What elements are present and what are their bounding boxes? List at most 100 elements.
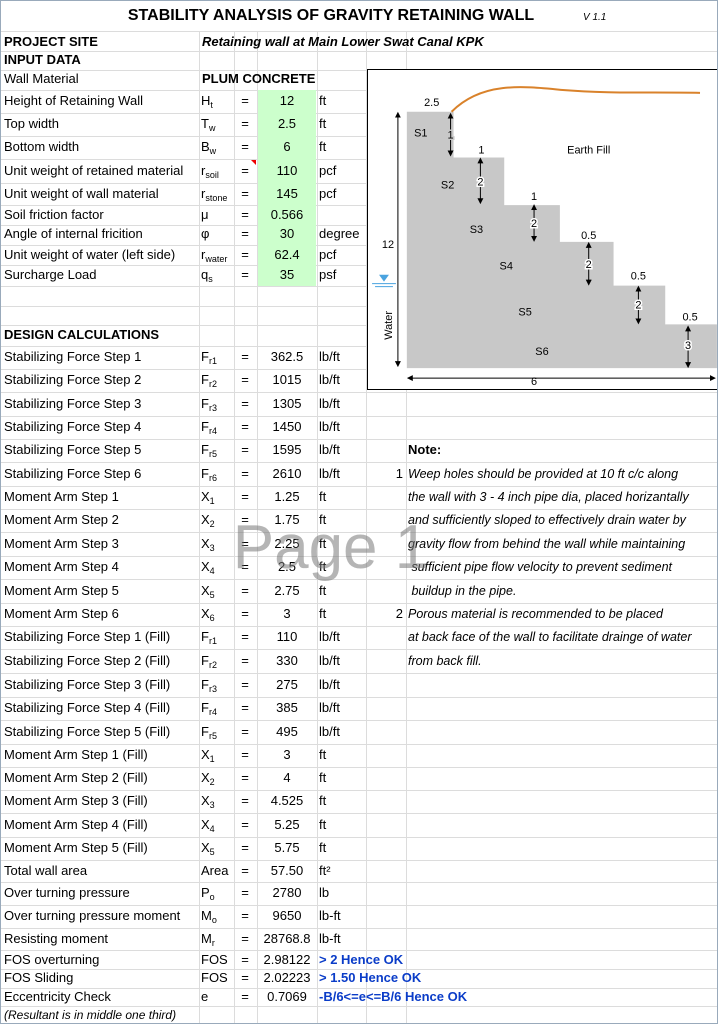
symbol: e [201, 989, 209, 1004]
value: 1305 [272, 396, 302, 411]
symbol-sub: r2 [208, 660, 217, 670]
equals: = [241, 629, 249, 644]
row-line [1, 790, 717, 791]
row-line [1, 969, 717, 970]
unit: pcf [319, 163, 337, 178]
symbol: FOS [201, 952, 228, 967]
unit: lb-ft [319, 931, 341, 946]
field-label: Moment Arm Step 4 [4, 559, 119, 574]
field-label: Stabilizing Force Step 3 [4, 396, 142, 411]
step-height: 2 [477, 176, 483, 188]
note-line: at back face of the wall to facilitate d… [408, 630, 692, 644]
check: > 2 Hence OK [319, 952, 404, 967]
symbol: Fr5 [201, 442, 217, 459]
symbol: X5 [201, 583, 215, 600]
row-line [1, 950, 717, 951]
symbol: rstone [201, 186, 228, 203]
field-label: Total wall area [4, 863, 88, 878]
equals: = [241, 396, 249, 411]
symbol: Fr4 [201, 700, 217, 717]
field-label: Unit weight of wall material [4, 186, 159, 201]
row-line [1, 673, 717, 674]
bottom-width: 6 [531, 376, 537, 388]
check: > 1.50 Hence OK [319, 970, 422, 985]
unit: lb-ft [319, 908, 341, 923]
row-line [1, 767, 717, 768]
row-line [1, 369, 717, 370]
step-height: 2 [531, 218, 537, 230]
row-line [1, 509, 717, 510]
value: 9650 [272, 908, 302, 923]
equals: = [241, 247, 249, 262]
field-label: Stabilizing Force Step 3 (Fill) [4, 677, 171, 692]
col-line [366, 31, 367, 1023]
unit: ft [319, 116, 327, 131]
value: 2780 [272, 885, 302, 900]
symbol-sub: r2 [208, 379, 217, 389]
project-label: PROJECT SITE [4, 34, 98, 49]
row-line [1, 813, 717, 814]
row-line [1, 462, 717, 463]
symbol: X4 [201, 559, 215, 576]
value: 2.02223 [263, 970, 311, 985]
unit: lb/ft [319, 396, 340, 411]
row-line [1, 579, 717, 580]
symbol-sub: 3 [209, 800, 215, 810]
equals: = [241, 466, 249, 481]
row-line [1, 286, 717, 287]
step-label: S2 [441, 179, 454, 191]
row-line [1, 265, 717, 266]
equals: = [241, 512, 249, 527]
value: 12 [279, 93, 295, 108]
field-label: Moment Arm Step 4 (Fill) [4, 817, 148, 832]
equals: = [241, 931, 249, 946]
value: 1595 [272, 442, 302, 457]
row-line [1, 720, 717, 721]
unit: ft [319, 512, 327, 527]
field-label: Moment Arm Step 3 [4, 536, 119, 551]
symbol-sub: r [211, 938, 215, 948]
value: 5.75 [274, 840, 300, 855]
note-title: Note: [408, 442, 442, 457]
symbol: rsoil [201, 163, 219, 180]
check: -B/6<=e<=B/6 Hence OK [319, 989, 468, 1004]
equals: = [241, 700, 249, 715]
equals: = [241, 186, 249, 201]
equals: = [241, 770, 249, 785]
row-line [1, 70, 717, 71]
symbol-sub: r6 [208, 473, 217, 483]
symbol: Fr1 [201, 349, 217, 366]
value: 145 [276, 186, 298, 201]
equals: = [241, 349, 249, 364]
value: 5.25 [274, 817, 300, 832]
equals: = [241, 226, 249, 241]
field-label: Resisting moment [4, 931, 109, 946]
equals: = [241, 606, 249, 621]
field-label: Stabilizing Force Step 4 [4, 419, 142, 434]
symbol: rwater [201, 247, 228, 264]
symbol: X5 [201, 840, 215, 857]
equals: = [241, 559, 249, 574]
symbol-sub: w [209, 146, 217, 156]
equals: = [241, 93, 249, 108]
note-line: gravity flow from behind the wall while … [408, 537, 686, 551]
value: 35 [279, 267, 295, 282]
symbol: Fr2 [201, 372, 217, 389]
equals: = [241, 908, 249, 923]
equals: = [241, 442, 249, 457]
value: 1015 [272, 372, 302, 387]
symbol-sub: o [209, 892, 215, 902]
unit: lb/ft [319, 442, 340, 457]
field-label: Moment Arm Step 6 [4, 606, 119, 621]
step-label: S1 [414, 128, 427, 140]
symbol: Bw [201, 139, 217, 156]
note-line: Porous material is recommended to be pla… [408, 607, 663, 621]
field-value: PLUM CONCRETE [202, 71, 316, 86]
row-line [1, 439, 717, 440]
unit: ft [319, 583, 327, 598]
row-line [1, 882, 717, 883]
equals: = [241, 267, 249, 282]
symbol: Fr5 [201, 724, 217, 741]
row-line [1, 988, 717, 989]
input-fill [258, 90, 316, 286]
